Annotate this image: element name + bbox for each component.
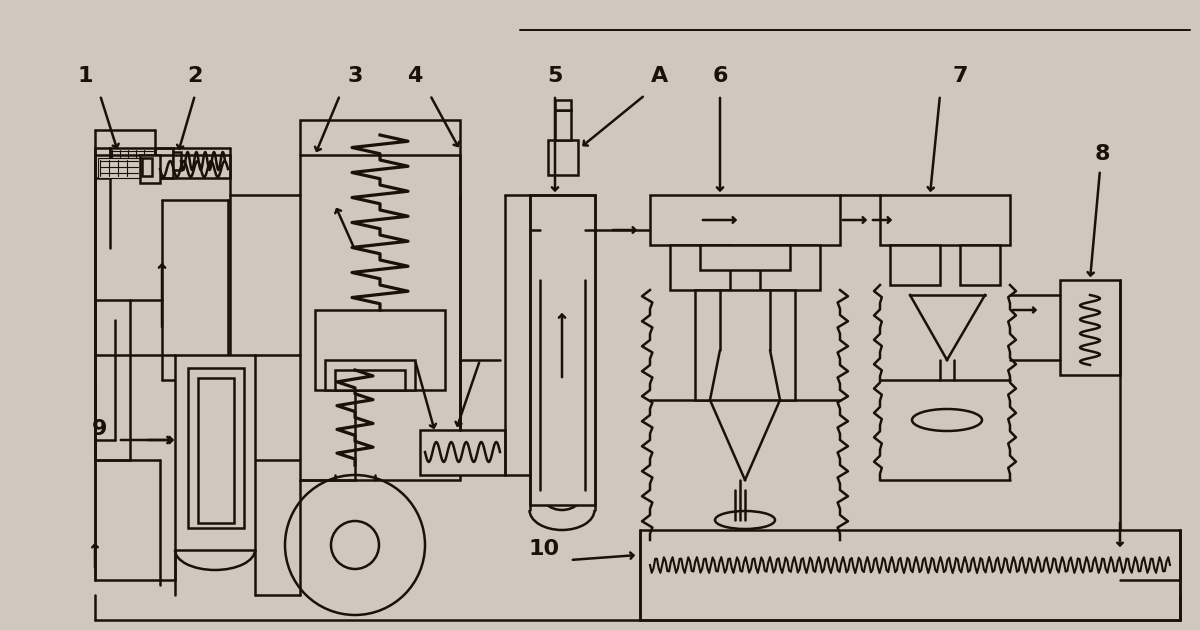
Text: 5: 5	[547, 66, 563, 86]
Text: A: A	[652, 66, 668, 86]
Bar	[640, 530, 1180, 620]
Text: 1: 1	[77, 66, 92, 86]
Bar	[695, 290, 796, 400]
Bar	[314, 310, 445, 390]
Bar	[335, 370, 406, 390]
Text: 3: 3	[347, 66, 362, 86]
Text: 4: 4	[407, 66, 422, 86]
Bar	[155, 148, 173, 178]
Bar	[188, 368, 244, 528]
Polygon shape	[910, 295, 985, 360]
Bar	[198, 378, 234, 523]
Bar	[548, 140, 578, 175]
Bar	[880, 195, 1010, 245]
Bar	[670, 245, 730, 290]
Bar	[554, 110, 571, 140]
Bar	[420, 430, 505, 475]
Bar	[1060, 280, 1120, 375]
Bar	[554, 100, 571, 110]
Bar	[700, 245, 790, 270]
Text: 6: 6	[713, 66, 727, 86]
Bar	[175, 355, 256, 550]
Bar	[173, 152, 181, 170]
Polygon shape	[710, 400, 780, 480]
Bar	[300, 120, 460, 480]
Bar	[98, 158, 140, 178]
Text: 9: 9	[92, 419, 108, 439]
Bar	[110, 148, 155, 170]
Bar	[140, 155, 160, 183]
Bar	[325, 360, 415, 390]
Bar	[142, 158, 152, 176]
Text: 8: 8	[1096, 144, 1110, 164]
Bar	[890, 245, 940, 285]
Bar	[760, 245, 820, 290]
Bar	[530, 195, 595, 505]
Bar	[650, 195, 840, 245]
Bar	[960, 245, 1000, 285]
Text: 10: 10	[529, 539, 560, 559]
Text: 7: 7	[953, 66, 967, 86]
Text: 2: 2	[187, 66, 203, 86]
